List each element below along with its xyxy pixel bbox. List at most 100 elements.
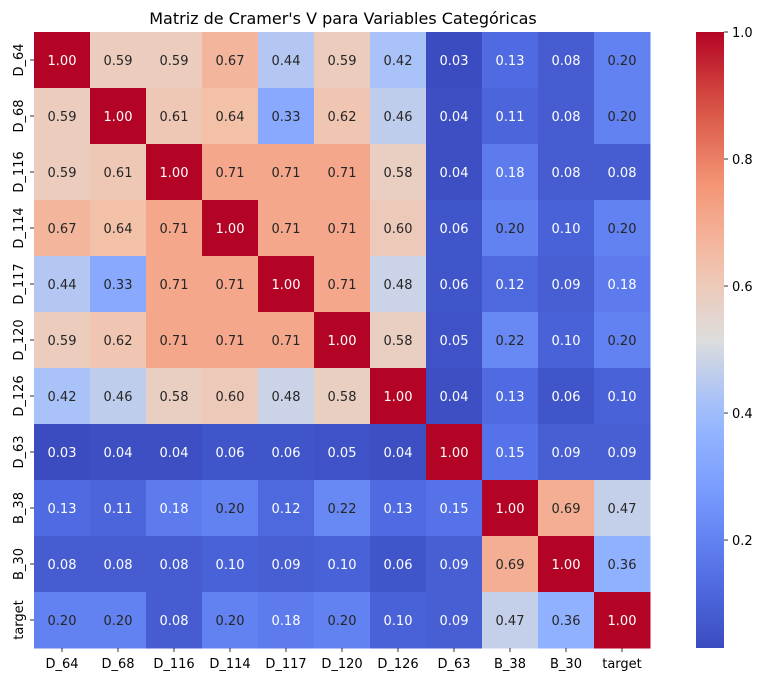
heatmap-cell xyxy=(482,144,539,201)
cell-value-label: 0.11 xyxy=(104,502,133,517)
heatmap-cell xyxy=(594,480,651,537)
heatmap-cell xyxy=(258,144,315,201)
heatmap-cell xyxy=(90,312,147,369)
cell-value-label: 0.10 xyxy=(384,614,413,629)
heatmap-cell xyxy=(538,144,595,201)
heatmap-cell xyxy=(370,592,427,649)
heatmap-cell xyxy=(202,200,259,257)
y-tick-label: B_38 xyxy=(12,492,27,524)
cell-value-label: 0.67 xyxy=(48,222,77,237)
heatmap-cell xyxy=(258,368,315,425)
cell-value-label: 0.71 xyxy=(216,278,245,293)
heatmap-cell xyxy=(146,144,203,201)
cell-value-label: 0.10 xyxy=(552,334,581,349)
heatmap-cell xyxy=(146,592,203,649)
heatmap-cell xyxy=(202,88,259,145)
heatmap-cell xyxy=(426,536,483,593)
y-tick-label: D_116 xyxy=(12,151,27,192)
cell-value-label: 0.60 xyxy=(216,390,245,405)
cell-value-label: 0.59 xyxy=(48,166,77,181)
heatmap-cell xyxy=(426,368,483,425)
cell-value-label: 1.00 xyxy=(48,54,77,69)
heatmap-cell xyxy=(538,368,595,425)
heatmap-cell xyxy=(370,144,427,201)
x-tick-label: D_116 xyxy=(153,657,194,672)
heatmap-cell xyxy=(594,200,651,257)
cell-value-label: 0.71 xyxy=(160,278,189,293)
cell-value-label: 0.10 xyxy=(328,558,357,573)
cell-value-label: 0.06 xyxy=(552,390,581,405)
cell-value-label: 0.18 xyxy=(272,614,301,629)
heatmap-cell xyxy=(202,256,259,313)
cell-value-label: 0.71 xyxy=(160,222,189,237)
cell-value-label: 0.13 xyxy=(496,54,525,69)
heatmap-cell xyxy=(538,256,595,313)
cell-value-label: 0.10 xyxy=(608,390,637,405)
cell-value-label: 0.09 xyxy=(440,558,469,573)
x-tick-label: B_38 xyxy=(494,657,526,672)
cell-value-label: 0.08 xyxy=(608,166,637,181)
heatmap-cell xyxy=(538,312,595,369)
heatmap-cell xyxy=(370,32,427,89)
heatmap-cell xyxy=(146,424,203,481)
y-tick-label: D_120 xyxy=(12,319,27,360)
cell-value-label: 0.48 xyxy=(272,390,301,405)
heatmap-cell xyxy=(258,480,315,537)
heatmap-cell xyxy=(146,368,203,425)
cell-value-label: 0.44 xyxy=(48,278,77,293)
heatmap-cell xyxy=(426,32,483,89)
heatmap-cell xyxy=(426,480,483,537)
heatmap-cell xyxy=(594,256,651,313)
heatmap-cell xyxy=(314,312,371,369)
cell-value-label: 1.00 xyxy=(552,558,581,573)
heatmap-cell xyxy=(90,200,147,257)
heatmap-cell xyxy=(146,32,203,89)
cell-value-label: 0.06 xyxy=(440,278,469,293)
cell-value-label: 0.48 xyxy=(384,278,413,293)
x-tick-label: D_64 xyxy=(45,657,78,672)
cell-value-label: 0.60 xyxy=(384,222,413,237)
heatmap-cell xyxy=(314,480,371,537)
cell-value-label: 0.04 xyxy=(384,446,413,461)
cell-value-label: 0.13 xyxy=(384,502,413,517)
cell-value-label: 0.09 xyxy=(552,446,581,461)
cell-value-label: 1.00 xyxy=(608,614,637,629)
cell-value-label: 0.64 xyxy=(104,222,133,237)
heatmap-cell xyxy=(594,144,651,201)
cell-value-label: 0.08 xyxy=(552,166,581,181)
cell-value-label: 0.64 xyxy=(216,110,245,125)
cell-value-label: 0.08 xyxy=(48,558,77,573)
heatmap-cell xyxy=(202,480,259,537)
cell-value-label: 1.00 xyxy=(384,390,413,405)
cell-value-label: 0.20 xyxy=(216,614,245,629)
cell-value-label: 0.20 xyxy=(48,614,77,629)
heatmap-cell xyxy=(538,424,595,481)
heatmap-cell xyxy=(202,424,259,481)
cell-value-label: 0.58 xyxy=(160,390,189,405)
heatmap-cell xyxy=(202,312,259,369)
heatmap-cell xyxy=(258,88,315,145)
heatmap-cell xyxy=(426,200,483,257)
colorbar: 0.2 0.4 0.6 0.8 1.0 xyxy=(696,26,753,648)
cell-value-label: 0.42 xyxy=(384,54,413,69)
cell-value-label: 0.59 xyxy=(48,334,77,349)
heatmap-cell xyxy=(370,88,427,145)
cell-value-label: 0.58 xyxy=(384,166,413,181)
cell-value-label: 0.08 xyxy=(160,614,189,629)
cell-value-label: 0.04 xyxy=(160,446,189,461)
colorbar-tick-label: 0.4 xyxy=(732,407,753,422)
heatmap-cell xyxy=(34,368,91,425)
cell-value-label: 0.33 xyxy=(272,110,301,125)
x-tick-label: D_120 xyxy=(321,657,362,672)
y-tick-label: D_63 xyxy=(12,435,27,468)
cell-value-label: 0.47 xyxy=(608,502,637,517)
heatmap-cell xyxy=(34,32,91,89)
heatmap-cell xyxy=(90,144,147,201)
y-tick-label: B_30 xyxy=(12,548,27,580)
heatmap-cell xyxy=(538,536,595,593)
cell-value-label: 0.46 xyxy=(104,390,133,405)
heatmap-cell xyxy=(146,536,203,593)
heatmap-cell xyxy=(370,312,427,369)
cell-value-label: 0.06 xyxy=(384,558,413,573)
cell-value-label: 0.69 xyxy=(496,558,525,573)
